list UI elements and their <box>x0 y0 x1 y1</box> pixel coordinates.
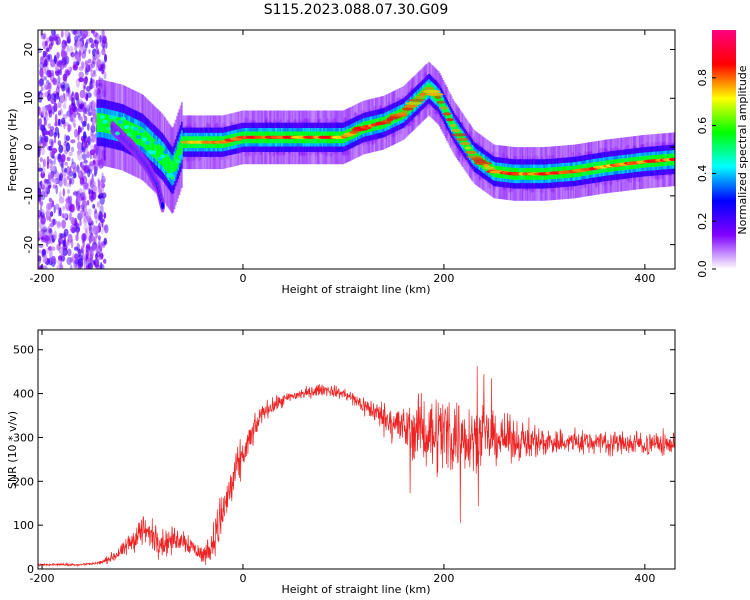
snr-x-tick-label: 200 <box>433 572 454 585</box>
spectrogram-x-tick-label: 400 <box>634 272 655 285</box>
colorbar: 0.0 0.2 0.4 0.6 0.8 Normalized spectral ampl… <box>696 30 749 278</box>
colorbar-gradient <box>712 30 736 269</box>
colorbar-tick-label: 0.6 <box>696 117 709 135</box>
spectrogram-frame <box>37 29 676 270</box>
spectrogram-image <box>38 30 675 269</box>
spectrogram-y-tick-label: 10 <box>22 91 35 105</box>
spectrogram-y-tick-label: 20 <box>22 43 35 57</box>
colorbar-tick-label: 0.4 <box>696 165 709 183</box>
snr-x-tick-label: 0 <box>239 572 246 585</box>
spectrogram-panel: -200 0 200 400 -20 -10 0 10 20 Height of straig… <box>6 29 676 296</box>
spectrogram-y-tick-label: -20 <box>22 236 35 254</box>
spectrogram-y-tick-label: -10 <box>22 187 35 205</box>
spectrogram-y-tick-label: 0 <box>22 144 35 151</box>
snr-x-tick-label: 400 <box>634 572 655 585</box>
snr-y-axis-label: SNR (10 * v/v) <box>6 411 19 489</box>
spectrogram-x-tick-label: 0 <box>239 272 246 285</box>
snr-frame <box>37 329 676 570</box>
snr-y-tick-label: 100 <box>13 519 34 532</box>
snr-x-axis-label: Height of straight line (km) <box>281 583 430 596</box>
spectrogram-y-axis-label: Frequency (Hz) <box>6 109 19 192</box>
snr-y-tick-label: 300 <box>13 431 34 444</box>
snr-series-line <box>38 366 675 568</box>
spectrogram-x-tick-label: -200 <box>30 272 55 285</box>
spectrogram-x-tick-label: 200 <box>433 272 454 285</box>
colorbar-tick-label: 0.8 <box>696 69 709 87</box>
colorbar-tick-label: 0.0 <box>696 260 709 278</box>
snr-y-tick-label: 400 <box>13 388 34 401</box>
snr-x-tick-label: -200 <box>30 572 55 585</box>
colorbar-tick-label: 0.2 <box>696 212 709 230</box>
spectrogram-x-axis-label: Height of straight line (km) <box>281 283 430 296</box>
colorbar-label: Normalized spectral amplitude <box>736 65 749 234</box>
snr-y-tick-label: 500 <box>13 344 34 357</box>
snr-y-tick-label: 200 <box>13 475 34 488</box>
snr-y-tick-label: 0 <box>27 563 34 576</box>
chart-title: S115.2023.088.07.30.G09 <box>264 2 449 18</box>
